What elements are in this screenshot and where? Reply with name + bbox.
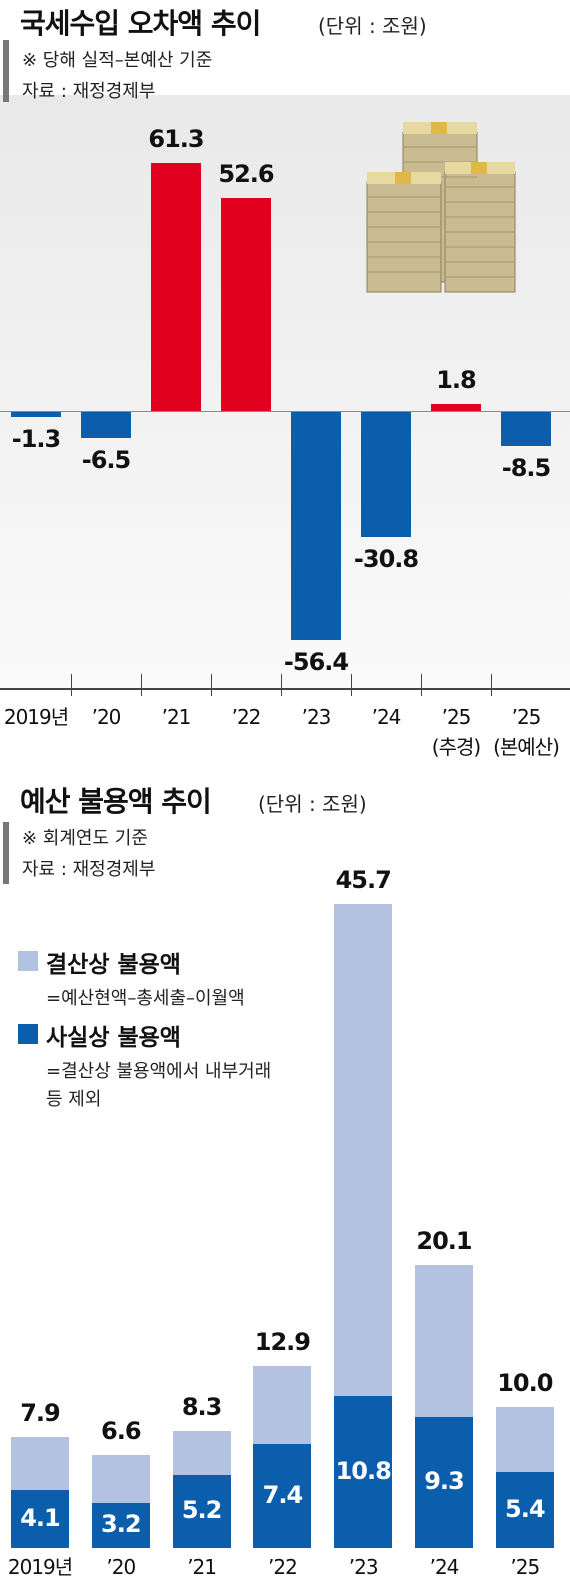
chart-title: 예산 불용액 추이 [20,785,212,818]
value-label: -8.5 [501,454,551,483]
legend-swatch [18,951,38,971]
unit-label: (단위 : 조원) [318,14,427,38]
bar [221,197,271,411]
value-label: 7.9 [20,1398,61,1427]
x-tick-label: ’20 [106,1555,136,1579]
x-tick-label: 2019년 [7,1555,73,1579]
bar [253,1443,312,1548]
x-tick-label: ’21 [187,1555,217,1579]
bar [81,412,131,439]
value-label: -1.3 [11,425,61,454]
bar [291,412,341,641]
bar [11,1490,69,1548]
money-illustration [366,122,516,293]
value-label: 20.1 [416,1226,472,1255]
x-tick-label: ’25 (본예산) [493,705,560,759]
category-separator [141,674,142,696]
zero-line [0,411,570,412]
legend-description: =예산현액–총세출–이월액 [46,988,245,1009]
note: ※ 당해 실적–본예산 기준 [22,50,213,71]
legend-description: =결산상 불용액에서 내부거래 등 제외 [46,1061,272,1110]
chart2-bar-accent [3,822,9,884]
value-label: 7.4 [262,1480,304,1509]
value-label: -30.8 [353,544,419,573]
category-separator [491,674,492,696]
x-tick-label: ’22 [267,1555,298,1579]
chart-title: 국세수입 오차액 추이 [20,7,261,40]
x-tick-label: ’25 (추경) [431,705,481,759]
category-separator [351,674,352,696]
value-label: 5.4 [505,1494,546,1523]
category-separator [421,674,422,696]
bar [501,412,551,447]
note: ※ 회계연도 기준 [22,828,148,849]
value-label: 10.8 [335,1456,392,1485]
x-tick-label: ’20 [91,705,122,729]
unit-label: (단위 : 조원) [258,792,367,816]
legend-label: 결산상 불용액 [46,952,181,978]
value-label: 61.3 [148,124,204,153]
chart1-bar-accent [3,40,9,102]
x-tick-label: ’23 [301,705,332,729]
value-label: 3.2 [101,1510,142,1539]
x-tick-label: ’25 [510,1555,540,1579]
bar [495,1471,554,1548]
bar [361,412,411,537]
bar [172,1474,231,1548]
value-label: 5.2 [181,1496,223,1525]
value-label: 10.0 [497,1369,553,1397]
category-separator [211,674,212,696]
x-tick-label: ’23 [348,1555,379,1579]
value-label: 4.1 [20,1504,61,1533]
value-label: 8.3 [181,1392,223,1421]
category-separator [281,674,282,696]
note: 자료 : 재정경제부 [22,81,156,102]
bar [431,403,481,411]
note: 자료 : 재정경제부 [22,859,156,880]
value-label: 12.9 [254,1328,311,1357]
x-tick-label: ’22 [231,705,262,729]
value-label: -56.4 [283,648,349,677]
value-label: -6.5 [81,446,131,475]
x-tick-label: ’24 [429,1555,460,1579]
bar [11,412,61,418]
value-label: 9.3 [424,1467,465,1496]
value-label: 1.8 [436,365,477,394]
x-tick-label: ’24 [371,705,402,729]
category-separator [71,674,72,696]
value-label: 52.6 [218,159,274,188]
legend-swatch [18,1024,38,1044]
bar [334,1395,393,1548]
x-axis [0,688,570,690]
value-label: 45.7 [335,865,392,894]
bar [91,1502,150,1548]
value-label: 6.6 [101,1416,142,1445]
x-tick-label: 2019년 [3,705,69,729]
x-tick-label: ’21 [161,705,192,729]
bar [415,1416,473,1548]
legend-label: 사실상 불용액 [46,1025,181,1051]
bar [151,162,201,411]
